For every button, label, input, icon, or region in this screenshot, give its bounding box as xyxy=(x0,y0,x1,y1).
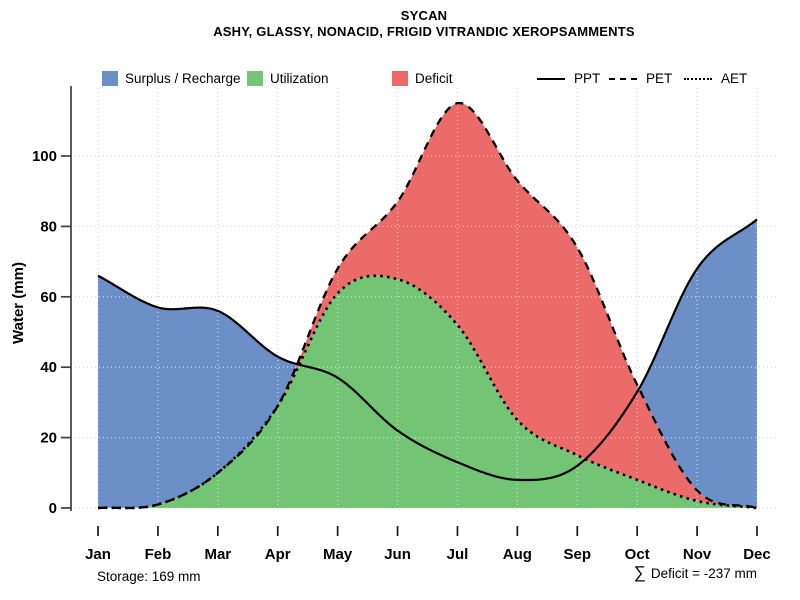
sigma-symbol: ∑ xyxy=(633,563,646,582)
x-tick-label: Apr xyxy=(265,546,291,563)
legend-item-deficit: Deficit xyxy=(392,70,453,87)
x-tick-label: Sep xyxy=(564,546,592,563)
y-tick-label: 60 xyxy=(40,289,57,306)
dashed-line-icon xyxy=(609,77,637,80)
legend-item-surplus: Surplus / Recharge xyxy=(102,70,241,87)
storage-annotation: Storage: 169 mm xyxy=(97,569,201,584)
x-tick-label: Feb xyxy=(145,546,172,563)
utilization-area xyxy=(99,275,756,508)
y-tick-label: 20 xyxy=(40,430,57,447)
surplus-recharge-area xyxy=(98,219,757,508)
legend-label-utilization: Utilization xyxy=(270,71,329,86)
surplus-swatch xyxy=(102,71,118,86)
legend-label-deficit: Deficit xyxy=(415,71,453,86)
legend-label-aet: AET xyxy=(721,71,748,86)
legend-label-ppt: PPT xyxy=(574,71,601,86)
legend-item-utilization: Utilization xyxy=(247,70,329,87)
legend-label-surplus: Surplus / Recharge xyxy=(125,71,241,86)
x-tick-label: Mar xyxy=(204,546,231,563)
legend-item-aet: AET xyxy=(684,70,747,87)
deficit-swatch xyxy=(392,71,408,86)
x-tick-label: Nov xyxy=(683,546,712,563)
dotted-line-icon xyxy=(684,77,712,80)
deficit-sum-text: Deficit = -237 mm xyxy=(650,566,757,581)
x-tick-label: Jan xyxy=(85,546,111,563)
x-tick-label: Jun xyxy=(384,546,411,563)
y-tick-label: 40 xyxy=(40,359,57,376)
y-axis-title: Water (mm) xyxy=(10,262,27,344)
y-tick-label: 80 xyxy=(40,218,57,235)
solid-line-icon xyxy=(537,77,565,80)
chart-title: SYCAN xyxy=(400,8,448,23)
legend-item-ppt: PPT xyxy=(537,70,600,87)
deficit-sum-annotation: ∑ Deficit = -237 mm xyxy=(634,563,757,583)
x-tick-label: Aug xyxy=(503,546,532,563)
y-tick-label: 100 xyxy=(32,148,57,165)
x-tick-label: Jul xyxy=(447,546,469,563)
chart-subtitle: ASHY, GLASSY, NONACID, FRIGID VITRANDIC … xyxy=(213,24,635,39)
ppt-line xyxy=(97,218,758,482)
x-tick-label: Dec xyxy=(743,546,771,563)
aet-line xyxy=(97,274,758,510)
x-tick-label: May xyxy=(323,546,353,563)
y-tick-label: 0 xyxy=(49,500,57,517)
legend-item-pet: PET xyxy=(609,70,672,87)
x-tick-label: Oct xyxy=(625,546,650,563)
legend-label-pet: PET xyxy=(646,71,673,86)
utilization-swatch xyxy=(247,71,263,86)
